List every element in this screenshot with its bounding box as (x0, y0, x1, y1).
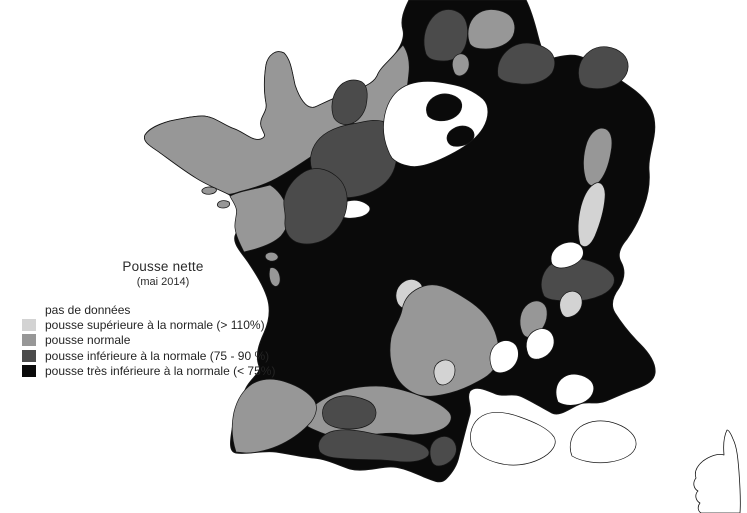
region-st-quentin (451, 53, 470, 77)
region-corse (693, 429, 741, 513)
region-jura-poche (550, 241, 584, 269)
region-nord-littoral (467, 9, 516, 50)
region-aquitaine (231, 378, 317, 454)
legend-row-normal: pousse normale (22, 333, 275, 348)
legend-label: pousse très inférieure à la normale (< 7… (45, 364, 276, 379)
legend-label: pousse supérieure à la normale (> 110%) (45, 318, 265, 333)
legend-swatch-normal (22, 334, 36, 347)
region-ardennes-est (578, 46, 629, 90)
map-title: Pousse nette (122, 259, 204, 274)
region-paris-enclave-1 (426, 93, 463, 122)
region-provence-est (569, 420, 637, 464)
legend-row-no-data: pas de données (22, 302, 275, 317)
legend-label: pas de données (45, 302, 131, 317)
map-title-block: Pousse nette (mai 2014) (88, 259, 238, 288)
region-alpes-sud (555, 373, 595, 406)
island-oleron (268, 267, 281, 287)
region-vendee (229, 184, 289, 253)
island-re (264, 251, 279, 262)
map-legend: pas de données pousse supérieure à la no… (22, 302, 275, 379)
legend-swatch-below-normal (22, 349, 36, 362)
region-aquitaine-est (322, 395, 377, 430)
region-paris-enclave-2 (446, 125, 475, 147)
region-poitou (283, 168, 348, 245)
region-centre-auvergne (389, 284, 500, 397)
region-alpes-nord-1 (489, 340, 519, 374)
legend-label: pousse normale (45, 333, 131, 348)
region-alpes-nord-2 (525, 328, 555, 360)
legend-row-far-below-normal: pousse très inférieure à la normale (< 7… (22, 364, 275, 379)
region-alsace-piemont (577, 182, 606, 247)
legend-swatch-far-below-normal (22, 365, 36, 378)
legend-swatch-no-data (22, 303, 36, 316)
map-subtitle: (mai 2014) (136, 276, 190, 288)
legend-label: pousse inférieure à la normale (75 - 90 … (45, 348, 270, 363)
region-sud-massif (318, 429, 430, 463)
legend-row-above-normal: pousse supérieure à la normale (> 110%) (22, 317, 275, 332)
island-noirmoutier (216, 200, 231, 209)
region-provence-ouest (470, 412, 556, 466)
legend-row-below-normal: pousse inférieure à la normale (75 - 90 … (22, 348, 275, 363)
island-belle-ile (201, 186, 217, 195)
region-picardie-ouest (423, 9, 468, 62)
region-beaujolais (559, 290, 583, 318)
region-picardie-est (497, 42, 556, 85)
region-pyrenees-est (429, 436, 457, 467)
region-limagne-spot (433, 359, 456, 386)
legend-swatch-above-normal (22, 319, 36, 332)
